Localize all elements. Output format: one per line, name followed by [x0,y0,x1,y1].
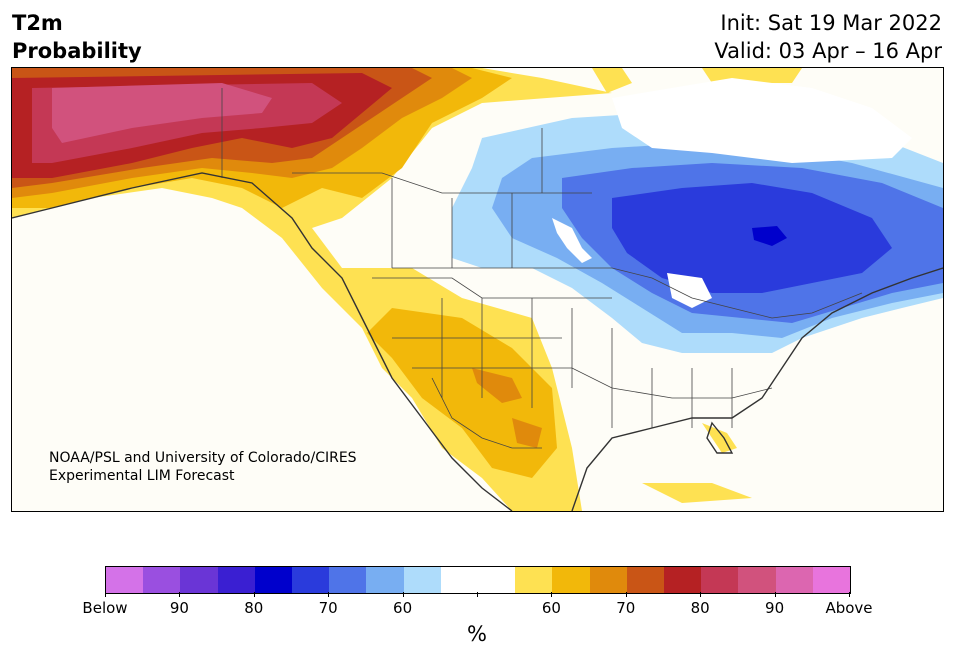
credit-line-2: Experimental LIM Forecast [49,468,235,484]
colorbar-cell [552,567,590,593]
colorbar-tick [551,592,553,597]
title-line-1: T2m [12,11,63,35]
title-line-2: Probability [12,39,142,63]
probability-map [11,67,944,512]
colorbar-cell [440,567,479,593]
colorbar-tick-label: 60 [541,599,561,617]
colorbar-cell [478,567,516,593]
colorbar-cell [701,567,739,593]
map-credit: NOAA/PSL and University of Colorado/CIRE… [49,449,357,485]
colorbar [105,566,851,594]
colorbar-tick-label: Above [825,599,873,617]
colorbar-tick-label: 90 [765,599,785,617]
boundaries [221,88,863,449]
colorbar-cell [254,567,293,593]
colorbar-cell [589,567,627,593]
colorbar-cell [403,567,441,593]
colorbar-tick-label: 80 [690,599,710,617]
colorbar-tick [328,592,330,597]
colorbar-tick [179,592,181,597]
colorbar-cell [738,567,776,593]
colorbar-cell [664,567,702,593]
colorbar-tick-label: Below [82,599,128,617]
colorbar-cell [515,567,553,593]
colorbar-tick [402,592,404,597]
forecast-dates: Init: Sat 19 Mar 2022 Valid: 03 Apr – 16… [714,9,942,65]
colorbar-tick-label: 90 [169,599,189,617]
valid-range: Valid: 03 Apr – 16 Apr [714,39,942,63]
map-title: T2m Probability [12,9,142,65]
colorbar-cell [775,567,813,593]
colorbar-tick [625,592,627,597]
colorbar-tick [477,592,478,597]
colorbar-cell [292,567,330,593]
colorbar-tick-label: 70 [616,599,636,617]
colorbar-tick-label: 70 [318,599,338,617]
below-region-core [752,226,787,246]
init-date: Init: Sat 19 Mar 2022 [720,11,942,35]
colorbar-cell [626,567,665,593]
credit-line-1: NOAA/PSL and University of Colorado/CIRE… [49,450,357,466]
colorbar-tick-label: 60 [393,599,413,617]
above-region-core-inner [52,83,272,143]
colorbar-cell [106,567,144,593]
colorbar-cell [217,567,255,593]
colorbar-tick [105,592,106,597]
colorbar-tick [849,592,850,597]
colorbar-cell [180,567,218,593]
colorbar-cell [812,567,851,593]
colorbar-cell [366,567,404,593]
colorbar-tick-label: 80 [244,599,264,617]
colorbar-cell [329,567,367,593]
below-region-90 [612,183,892,293]
colorbar-tick [253,592,255,597]
colorbar-cell [143,567,181,593]
map-svg [12,68,943,511]
colorbar-unit: % [467,622,487,646]
coastlines [12,172,943,511]
neutral-lakes [552,78,912,308]
colorbar-tick [774,592,776,597]
colorbar-tick [700,592,702,597]
